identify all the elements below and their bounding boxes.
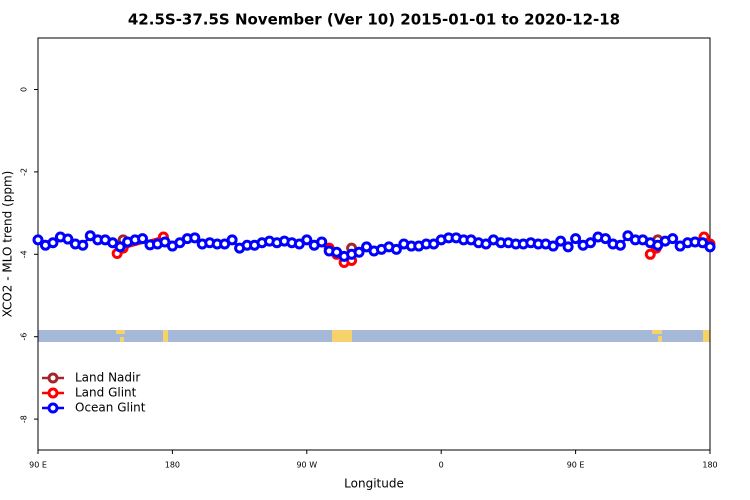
legend-label: Ocean Glint: [75, 401, 146, 415]
point: [547, 240, 559, 252]
x-tick-label: 180: [702, 461, 717, 470]
surface-strip: [38, 330, 710, 342]
legend-label: Land Glint: [75, 386, 137, 400]
legend-swatch: [47, 372, 59, 384]
series: [32, 230, 716, 262]
point: [226, 234, 238, 246]
x-tick-label: 180: [165, 461, 180, 470]
point: [114, 241, 126, 253]
point: [32, 234, 44, 246]
y-tick-label: -6: [20, 333, 29, 341]
x-axis-label: Longitude: [344, 477, 404, 491]
point: [353, 246, 365, 258]
x-tick-label: 0: [439, 461, 444, 470]
y-tick-label: -4: [20, 250, 29, 258]
point: [301, 234, 313, 246]
point: [390, 243, 402, 255]
land-strip: [116, 330, 125, 334]
point: [62, 233, 74, 245]
point: [137, 233, 149, 245]
point: [316, 236, 328, 248]
point: [562, 241, 574, 253]
point: [555, 235, 567, 247]
y-tick-label: -2: [20, 168, 29, 176]
point: [704, 241, 716, 253]
x-tick-label: 90 E: [29, 461, 47, 470]
point: [585, 237, 597, 249]
x-tick-label: 90 E: [567, 461, 585, 470]
point: [47, 237, 59, 249]
land-strip: [120, 337, 124, 342]
land-strip: [163, 330, 168, 342]
point: [599, 233, 611, 245]
ocean-strip: [38, 330, 710, 342]
land-strip: [332, 330, 352, 342]
point: [667, 233, 679, 245]
point: [77, 239, 89, 251]
legend-label: Land Nadir: [75, 371, 140, 385]
chart-title: 42.5S-37.5S November (Ver 10) 2015-01-01…: [128, 11, 620, 29]
y-tick-label: 0: [20, 87, 29, 92]
legend-swatch: [47, 402, 59, 414]
point: [614, 239, 626, 251]
land-strip: [652, 330, 662, 334]
land-strip: [703, 330, 710, 342]
point: [570, 233, 582, 245]
point: [189, 232, 201, 244]
x-tick-label: 90 W: [296, 461, 317, 470]
y-axis-label: XCO2 - MLO trend (ppm): [1, 171, 15, 318]
legend-swatch: [47, 387, 59, 399]
land-strip: [658, 336, 662, 342]
point: [644, 248, 656, 260]
y-tick-label: -8: [20, 415, 29, 423]
